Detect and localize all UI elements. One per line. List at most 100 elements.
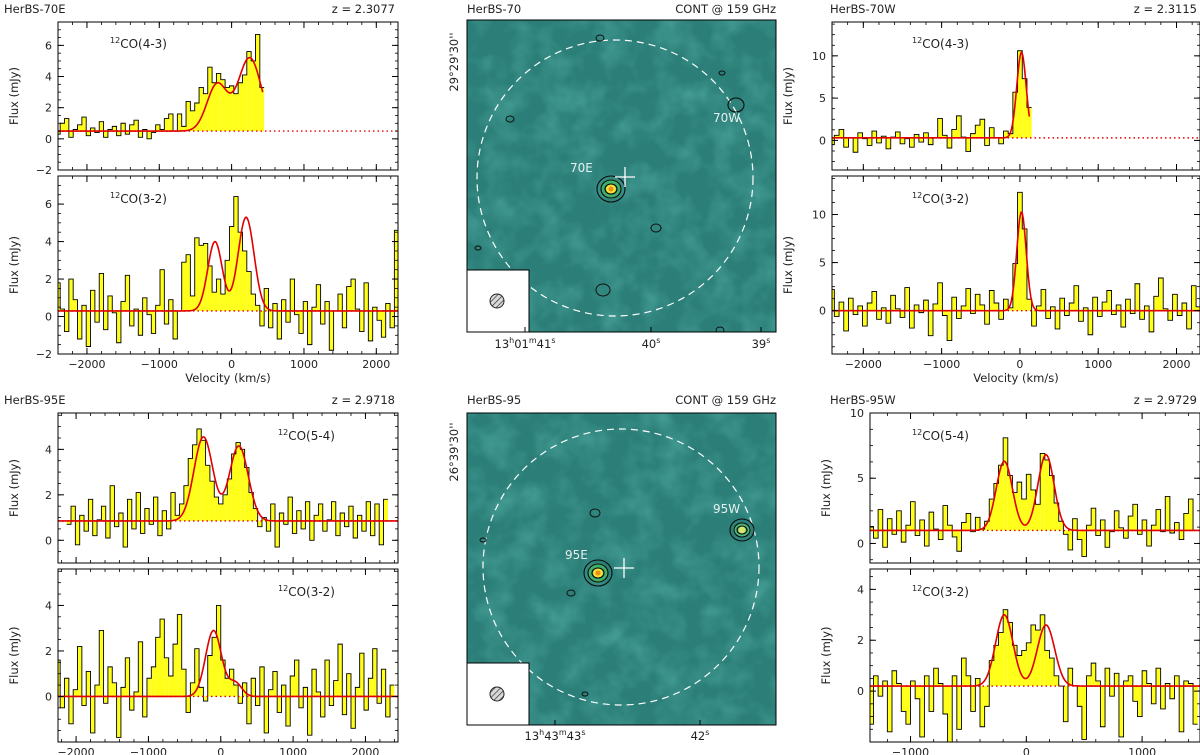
spectrum-bar <box>1102 302 1107 311</box>
spectrum-bar <box>390 310 395 328</box>
spectrum-bar <box>220 660 226 697</box>
spectrum-bar <box>222 494 228 521</box>
map-header-left: HerBS-95 <box>467 393 521 407</box>
y-tick-label: 5 <box>819 92 826 105</box>
spectrum-bar <box>1064 310 1070 316</box>
fit-curve <box>870 453 1200 532</box>
spectrum-bar <box>238 82 243 132</box>
fit-curve <box>832 51 1031 139</box>
spectrum-bar <box>923 300 929 311</box>
panel-frame <box>869 568 1200 743</box>
spectrum-bar <box>244 467 249 521</box>
x-axis-label: Velocity (km/s) <box>973 371 1058 385</box>
spectrum-bar <box>120 687 126 697</box>
spectrum-bar <box>901 530 906 543</box>
spectrum-bar <box>257 520 262 527</box>
spectrum-bar <box>853 310 858 315</box>
spectrum-bar <box>227 478 232 521</box>
spectrum-bar <box>142 696 147 717</box>
ra-hours: 13 <box>525 729 540 743</box>
spectrum-bar <box>975 294 980 311</box>
spectrum-bar <box>1174 675 1180 687</box>
spectrum-bar <box>329 310 334 351</box>
y-tick-label: 4 <box>857 583 864 596</box>
map-image: 95E 95W <box>467 413 776 725</box>
spectrum-bar <box>242 74 247 132</box>
spectrum-bar <box>377 696 382 704</box>
panel-header-left: HerBS-70E <box>4 2 66 16</box>
spectrum-bar <box>238 696 243 704</box>
spectrum-bar <box>173 644 178 697</box>
spectrum-bar <box>357 515 362 521</box>
y-tick-label: −2 <box>36 348 52 361</box>
noise-contour <box>715 326 725 332</box>
noise-contour <box>595 34 605 42</box>
y-axis-label: Flux (mJy) <box>7 627 21 685</box>
spectrum-bar <box>965 137 971 152</box>
spectrum-bar <box>116 696 121 738</box>
spectrum-bar <box>896 510 902 531</box>
x-tick-label: −1000 <box>141 358 178 371</box>
spectrum-bar <box>1012 263 1018 311</box>
spectrum-bar <box>168 113 174 132</box>
spectrum-bar <box>980 529 985 531</box>
spectrum-bar <box>290 675 295 697</box>
y-tick-label: 2 <box>857 634 864 647</box>
spectrum-bar <box>1188 499 1194 531</box>
spectrum-bar <box>105 520 111 538</box>
spectrum-bar <box>99 273 104 311</box>
plot-area <box>58 604 398 738</box>
spectrum-bar <box>984 686 990 707</box>
spectrum-bar <box>882 530 888 548</box>
spectrum-bar <box>1095 530 1101 536</box>
spectrum-bar <box>1188 683 1194 687</box>
spectrum-bar <box>975 125 980 138</box>
spectrum-bar <box>1191 285 1197 311</box>
spectrum-bar <box>292 520 297 534</box>
spectrum-bar <box>218 503 223 521</box>
spectrum-bar <box>194 103 200 132</box>
spectrum-bar <box>929 686 934 712</box>
spectrum-bar <box>303 687 308 697</box>
primary-beam-circle <box>482 428 760 706</box>
spectrum-bar <box>1021 650 1027 687</box>
spectrum-histogram <box>58 196 398 351</box>
x-tick-label: 0 <box>228 358 235 371</box>
x-tick-label: 1000 <box>279 746 307 755</box>
panel-header-right: z = 2.9729 <box>1134 393 1197 407</box>
spectrum-bar <box>1081 530 1087 557</box>
spectrum-bar <box>342 310 347 328</box>
spectrum-bar <box>196 428 202 521</box>
spectrum-bar <box>164 118 169 132</box>
spectrum-bar <box>1063 686 1068 722</box>
spectrum-bar <box>168 675 174 697</box>
spectrum-bar <box>910 680 916 687</box>
noise-contour <box>505 115 515 123</box>
spectrum-bar <box>1026 474 1031 531</box>
spectrum-bar <box>307 696 312 736</box>
noise-contour <box>566 589 576 597</box>
spectrum-bar <box>924 530 930 547</box>
spectrum-bar <box>64 678 69 697</box>
spectrum-bar <box>1139 310 1145 320</box>
spectrum-bar <box>848 298 854 311</box>
source-label: 70W <box>713 111 740 125</box>
spectrum-bar <box>870 686 874 725</box>
spectrum-bar <box>123 520 128 548</box>
spectrum-bar <box>956 686 962 730</box>
spectrum-bar <box>1007 475 1013 531</box>
spectrum-bar <box>207 67 213 132</box>
spectrum-bar <box>834 310 840 317</box>
spectrum-bar <box>989 499 994 531</box>
spectrum-bar <box>1156 509 1161 531</box>
spectrum-bar <box>1151 686 1156 704</box>
spectrum-bar <box>1091 508 1096 531</box>
spectrum-bar <box>264 288 269 311</box>
spectrum-bar <box>970 686 976 712</box>
spectrum-bar <box>870 526 874 531</box>
spectrum-bar <box>910 501 916 531</box>
y-tick-label: 6 <box>45 39 52 52</box>
spectrum-bar <box>60 696 65 708</box>
spectrum-bar <box>952 530 957 537</box>
